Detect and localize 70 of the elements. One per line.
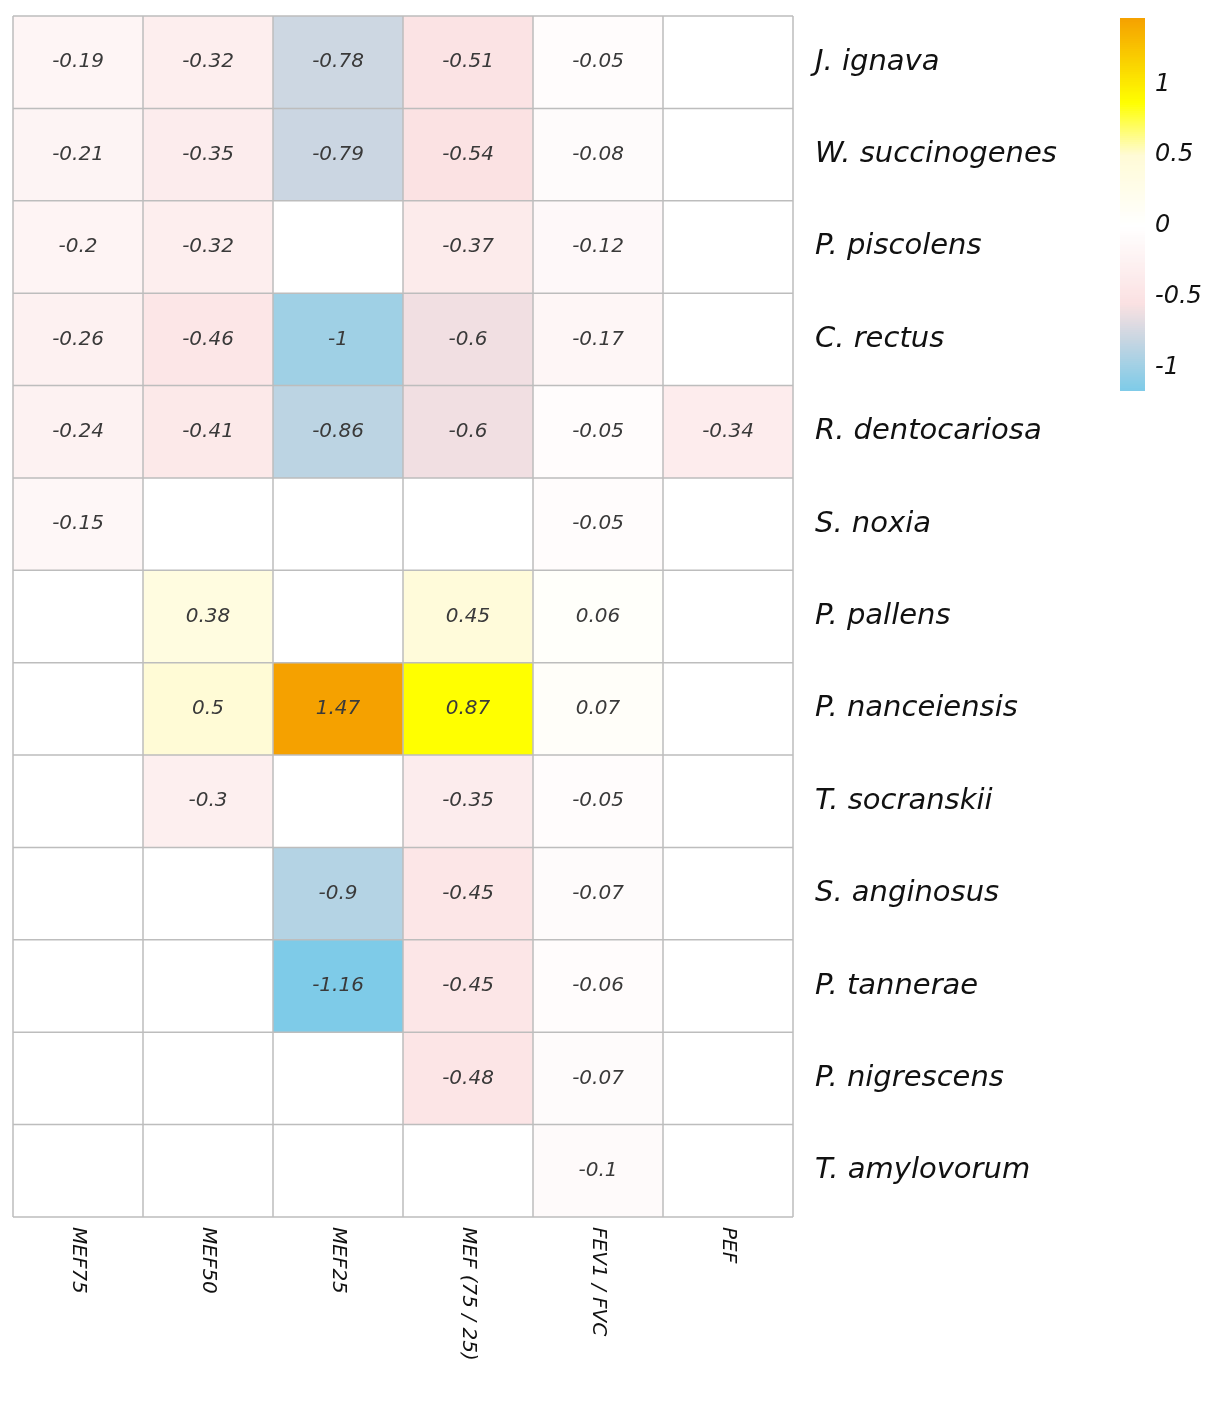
data-label: -0.6 xyxy=(448,417,488,442)
data-label: -0.45 xyxy=(442,879,494,904)
data-label: -0.21 xyxy=(52,140,104,165)
data-label: -0.07 xyxy=(572,879,625,904)
data-label: 0.38 xyxy=(185,602,231,627)
data-label: -0.6 xyxy=(448,325,488,350)
color-bar-label: -1 xyxy=(1155,351,1179,380)
y-tick-label: S. anginosus xyxy=(815,874,1000,909)
y-tick-label: C. rectus xyxy=(815,319,945,354)
data-label: -0.05 xyxy=(572,510,624,535)
data-label: -0.05 xyxy=(572,787,624,812)
y-tick-label: P. nigrescens xyxy=(815,1058,1004,1093)
y-tick-label: T. amylovorum xyxy=(815,1151,1031,1186)
x-tick-label: MEF50 xyxy=(197,1227,222,1294)
data-label: 0.06 xyxy=(575,602,621,627)
data-label: 0.5 xyxy=(192,695,224,720)
y-tick-label: W. succinogenes xyxy=(815,135,1057,170)
color-bar-label: 0 xyxy=(1155,210,1171,239)
color-bar-label: -0.5 xyxy=(1155,280,1202,309)
data-label: -0.05 xyxy=(572,48,624,73)
data-label: -0.41 xyxy=(182,417,234,442)
x-tick-label: MEF75 xyxy=(67,1227,92,1294)
data-label: -0.06 xyxy=(572,972,624,997)
data-label: 0.45 xyxy=(445,602,491,627)
x-tick-label: MEF25 xyxy=(327,1227,352,1294)
data-label: -0.08 xyxy=(572,140,624,165)
data-label: -0.79 xyxy=(312,140,364,165)
data-label: -0.12 xyxy=(572,233,624,258)
x-tick-label: PEF xyxy=(717,1227,742,1264)
data-label: -0.2 xyxy=(58,233,98,258)
data-label: -0.32 xyxy=(182,233,234,258)
data-label: -0.46 xyxy=(182,325,234,350)
x-tick-label: FEV1 / FVC xyxy=(587,1227,612,1337)
data-label: -0.32 xyxy=(182,48,234,73)
data-label: -0.54 xyxy=(442,140,494,165)
data-label: 0.07 xyxy=(575,695,621,720)
y-tick-label: R. dentocariosa xyxy=(815,412,1042,447)
y-tick-label: T. socranskii xyxy=(815,781,993,816)
data-label: -0.35 xyxy=(442,787,494,812)
data-label: -0.9 xyxy=(318,879,358,904)
data-label: -0.19 xyxy=(52,48,104,73)
color-bar-label: 0.5 xyxy=(1155,139,1194,168)
data-label: 0.87 xyxy=(445,695,491,720)
y-tick-label: J. ignava xyxy=(810,42,940,77)
x-tick-label: MEF (75 / 25) xyxy=(457,1227,482,1361)
data-label: -0.45 xyxy=(442,972,494,997)
data-label: -0.24 xyxy=(52,417,104,442)
data-label: -0.37 xyxy=(442,233,495,258)
data-label: -0.1 xyxy=(578,1157,618,1182)
y-tick-label: S. noxia xyxy=(815,504,931,539)
data-label: -0.07 xyxy=(572,1064,625,1089)
y-tick-label: P. tannerae xyxy=(815,966,979,1001)
data-label: -0.78 xyxy=(312,48,364,73)
data-label: -0.15 xyxy=(52,510,104,535)
color-bar-label: 1 xyxy=(1155,68,1171,97)
data-label: -0.3 xyxy=(188,787,228,812)
data-label: -0.34 xyxy=(702,417,754,442)
data-label: -0.26 xyxy=(52,325,104,350)
y-tick-label: P. nanceiensis xyxy=(815,689,1018,724)
data-label: -0.51 xyxy=(442,48,494,73)
y-tick-label: P. piscolens xyxy=(815,227,982,262)
data-label: -0.35 xyxy=(182,140,234,165)
data-label: -0.48 xyxy=(442,1064,494,1089)
data-label: -1 xyxy=(328,325,348,350)
data-label: -0.86 xyxy=(312,417,364,442)
data-label: 1.47 xyxy=(315,695,361,720)
y-tick-label: P. pallens xyxy=(815,597,951,632)
data-label: -0.05 xyxy=(572,417,624,442)
data-label: -0.17 xyxy=(572,325,625,350)
data-label: -1.16 xyxy=(312,972,364,997)
